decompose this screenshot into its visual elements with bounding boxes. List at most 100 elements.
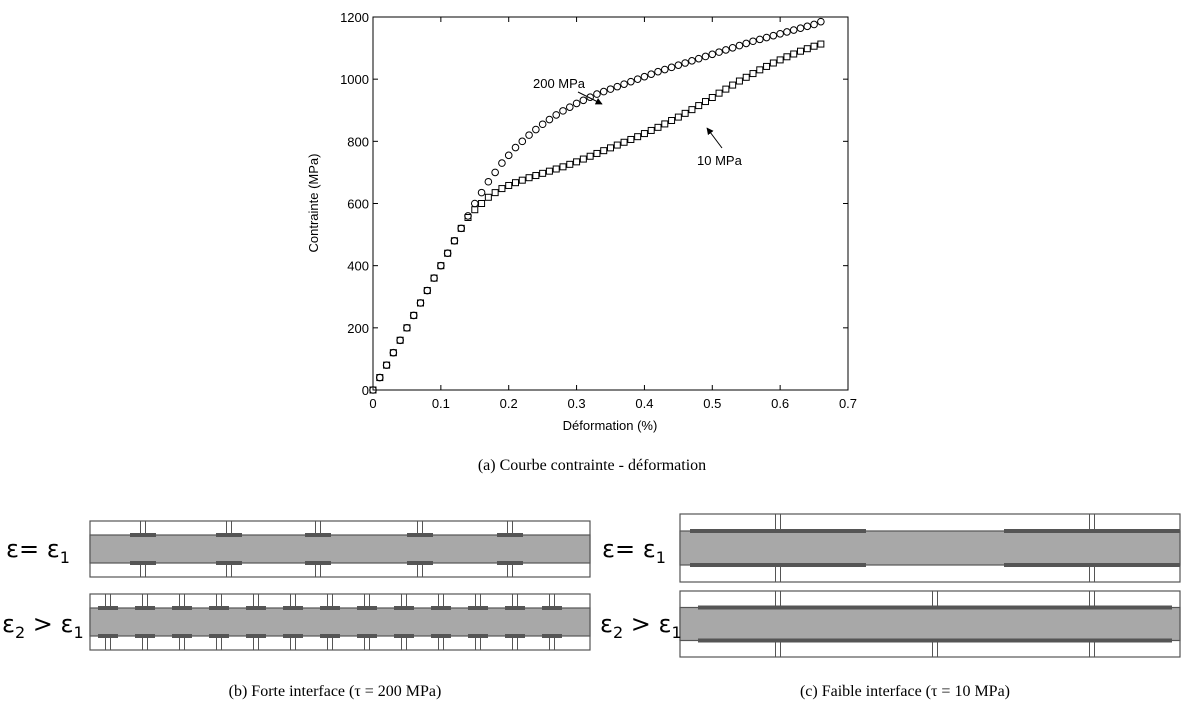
debond	[216, 533, 242, 537]
row-label: ε= ε1	[6, 535, 70, 567]
debond	[505, 606, 525, 610]
point	[505, 181, 513, 189]
point	[715, 48, 723, 56]
point	[491, 168, 499, 177]
point	[457, 224, 465, 232]
point	[559, 107, 567, 115]
point	[376, 374, 384, 382]
point	[573, 158, 581, 166]
point	[803, 22, 812, 31]
debond	[283, 634, 303, 638]
debond	[690, 563, 866, 567]
point	[640, 72, 649, 81]
point	[722, 46, 730, 54]
point	[382, 361, 391, 369]
point	[735, 41, 744, 50]
point	[430, 274, 438, 282]
x-tick-label: 0.3	[568, 396, 586, 411]
point	[654, 67, 662, 76]
y-tick-label: 400	[347, 259, 369, 274]
fiber-diagram	[89, 593, 591, 651]
point	[586, 152, 594, 160]
point	[491, 189, 499, 197]
point	[389, 349, 397, 357]
point	[681, 59, 689, 67]
subscript: 2	[15, 623, 25, 642]
point	[559, 163, 567, 171]
point	[511, 143, 520, 152]
point	[423, 286, 432, 295]
y-tick-label: 200	[347, 321, 369, 336]
debond	[320, 634, 340, 638]
label-text: ε= ε	[602, 535, 656, 563]
debond	[542, 606, 562, 610]
debond	[497, 533, 523, 537]
point	[620, 138, 628, 146]
debond	[130, 533, 156, 537]
point	[660, 65, 669, 74]
subscript: 2	[613, 623, 623, 642]
point	[471, 206, 479, 214]
point	[640, 130, 648, 138]
point	[477, 188, 486, 197]
point	[545, 167, 553, 175]
point	[634, 133, 642, 141]
point	[633, 75, 642, 83]
debond	[305, 561, 331, 565]
point	[470, 199, 479, 208]
point	[437, 261, 445, 270]
plot-frame	[372, 16, 849, 391]
point	[769, 31, 778, 40]
point	[735, 77, 743, 85]
point	[654, 123, 662, 131]
debond	[209, 606, 229, 610]
point	[688, 57, 696, 65]
debond	[320, 606, 340, 610]
fiber-diagram	[89, 520, 591, 578]
point	[518, 176, 526, 184]
point	[396, 336, 404, 345]
point	[681, 109, 689, 117]
point	[667, 63, 676, 72]
point	[579, 96, 588, 105]
point	[769, 59, 777, 67]
debond	[216, 561, 242, 565]
debond	[246, 634, 266, 638]
x-tick-label: 0.6	[771, 396, 789, 411]
debond	[542, 634, 562, 638]
annotation: 10 MPa	[697, 153, 743, 168]
y-tick-label: 0	[362, 383, 369, 398]
y-tick-label: 600	[347, 197, 369, 212]
debond	[130, 561, 156, 565]
point	[478, 200, 486, 207]
point	[661, 120, 669, 128]
x-tick-label: 0.4	[635, 396, 653, 411]
subscript: 1	[74, 623, 84, 642]
point	[817, 17, 825, 26]
arrow	[577, 91, 603, 105]
point	[715, 89, 723, 97]
point	[464, 212, 472, 220]
debond	[357, 634, 377, 638]
point	[525, 131, 533, 139]
point	[647, 70, 656, 78]
debond	[1012, 638, 1172, 643]
point	[437, 262, 445, 270]
x-axis-label: Déformation (%)	[563, 418, 658, 433]
point	[375, 373, 384, 382]
point	[790, 50, 798, 58]
caption: (b) Forte interface (τ = 200 MPa)	[229, 683, 442, 700]
point	[803, 45, 811, 53]
fiber-diagram	[679, 590, 1181, 658]
point	[702, 98, 709, 106]
debond	[394, 634, 414, 638]
row-label: ε2 > ε1	[2, 610, 84, 642]
point	[776, 56, 784, 64]
x-tick-label: 0.5	[703, 396, 721, 411]
point	[512, 179, 519, 187]
point	[783, 53, 791, 61]
point	[443, 249, 452, 258]
point	[552, 111, 561, 119]
point	[647, 126, 655, 134]
point	[383, 361, 391, 369]
